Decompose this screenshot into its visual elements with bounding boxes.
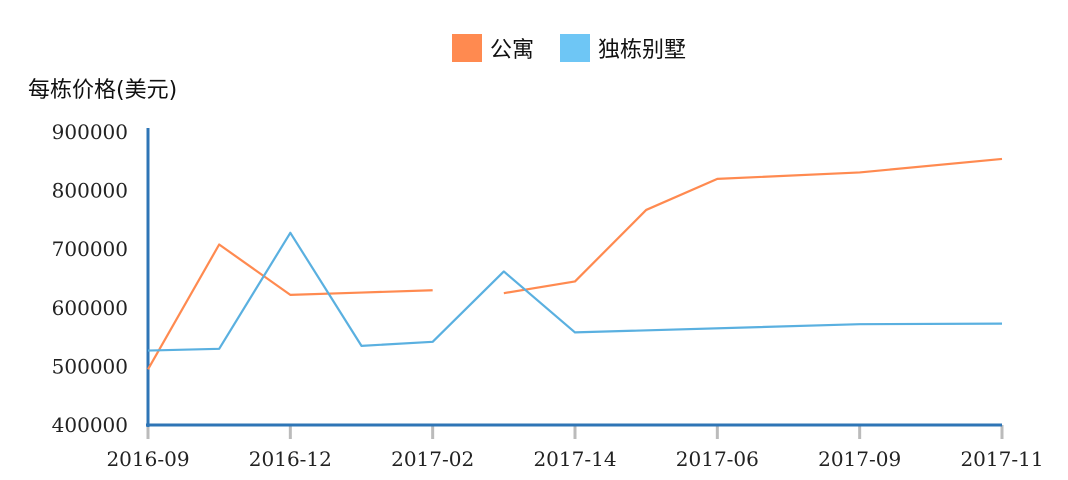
y-tick-label: 900000 (52, 120, 128, 144)
legend-item-villa[interactable]: 独栋别墅 (560, 32, 686, 64)
x-tick-label: 2016-09 (106, 447, 189, 471)
y-tick-label: 700000 (52, 237, 128, 261)
legend-label-apartment: 公寓 (490, 38, 535, 63)
y-tick-label: 400000 (52, 413, 128, 437)
legend-label-villa: 独栋别墅 (598, 38, 687, 63)
y-tick-label: 800000 (52, 179, 128, 203)
x-tick-label: 2017-14 (533, 447, 616, 471)
x-tick-label: 2016-12 (249, 447, 332, 471)
legend-item-apartment[interactable]: 公寓 (452, 32, 534, 64)
y-tick-label: 600000 (52, 296, 128, 320)
legend-swatch-apartment (452, 34, 482, 62)
x-tick-label: 2017-09 (818, 447, 901, 471)
x-tick-label: 2017-02 (391, 447, 474, 471)
x-tick-label: 2017-11 (960, 447, 1043, 471)
y-tick-label: 500000 (52, 354, 128, 378)
series-line-apartment (503, 157, 1003, 295)
x-tick-label: 2017-06 (676, 447, 759, 471)
legend-swatch-villa (560, 34, 591, 62)
legend: 公寓 独栋别墅 (452, 32, 712, 64)
series-line-villa (147, 231, 1003, 352)
y-axis-title: 每栋价格(美元) (28, 78, 178, 103)
